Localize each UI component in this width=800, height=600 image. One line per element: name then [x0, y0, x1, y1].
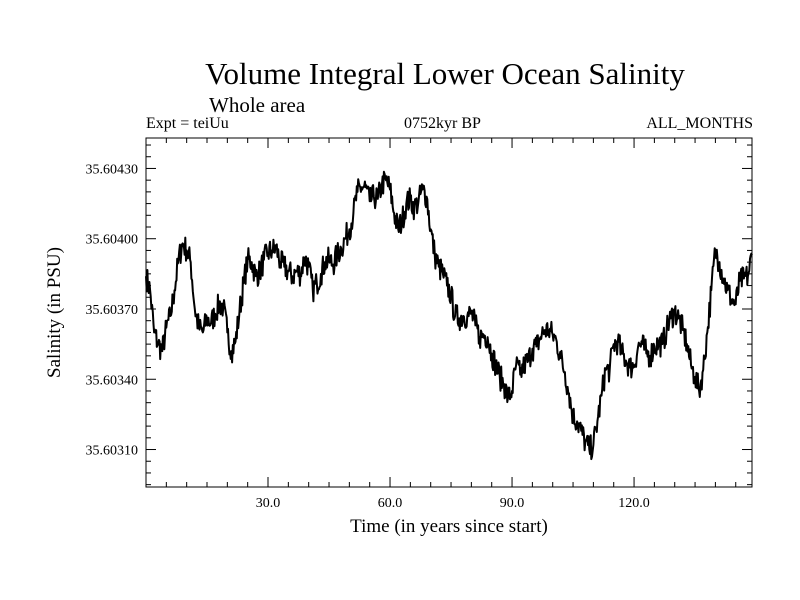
x-axis-label: Time (in years since start): [350, 516, 548, 537]
period-label: 0752kyr BP: [404, 115, 481, 132]
x-tick-label: 90.0: [500, 496, 525, 511]
y-tick-label: 35.60310: [86, 444, 139, 459]
chart-title: Volume Integral Lower Ocean Salinity: [205, 56, 685, 91]
chart-subtitle: Whole area: [209, 93, 306, 117]
y-tick-label: 35.60340: [86, 373, 139, 388]
months-label: ALL_MONTHS: [646, 115, 753, 132]
y-tick-label: 35.60370: [86, 303, 139, 318]
x-tick-label: 120.0: [618, 496, 650, 511]
y-tick-label: 35.60400: [86, 233, 139, 248]
salinity-series-line: [145, 170, 753, 461]
x-tick-label: 60.0: [378, 496, 403, 511]
plot-frame: [145, 137, 753, 488]
y-axis-label: Salinity (in PSU): [44, 247, 65, 378]
experiment-label: Expt = teiUu: [146, 115, 229, 132]
x-tick-label: 30.0: [256, 496, 281, 511]
y-tick-label: 35.60430: [86, 162, 139, 177]
